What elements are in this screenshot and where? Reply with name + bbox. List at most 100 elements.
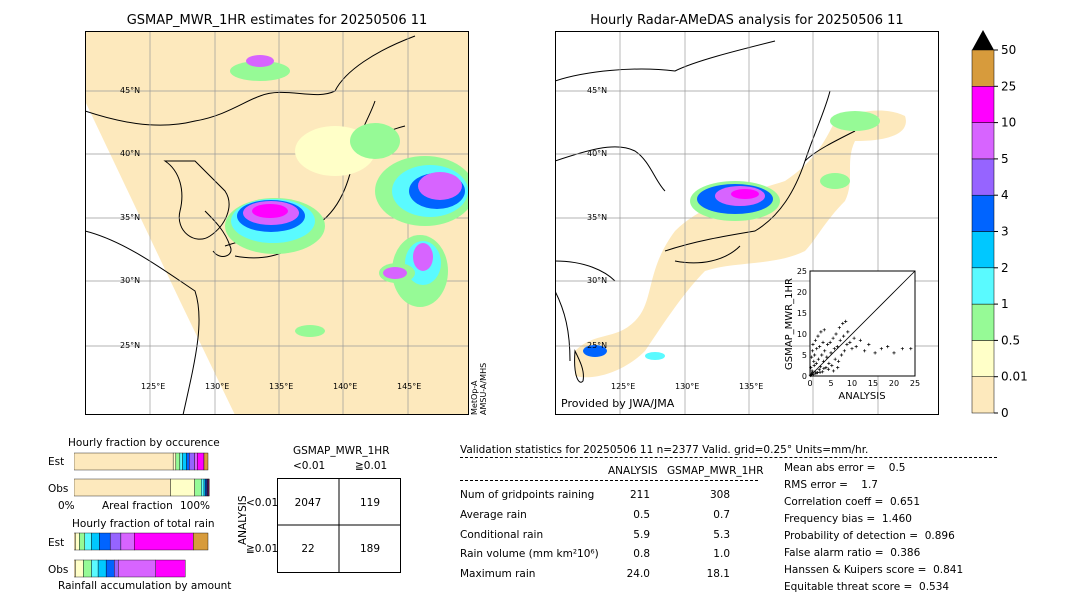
scatter-point bbox=[814, 371, 818, 376]
right-map-title: Hourly Radar-AMeDAS analysis for 2025050… bbox=[590, 13, 904, 28]
score-frequency-bias: Frequency bias = 1.460 bbox=[784, 513, 912, 525]
fraction-segment bbox=[208, 478, 210, 497]
scatter-point bbox=[816, 357, 820, 361]
fraction-segment bbox=[75, 559, 84, 578]
fraction-segment bbox=[134, 532, 194, 551]
colorbar-block bbox=[971, 303, 995, 341]
left-map: 45°N 40°N 35°N 30°N 25°N 125°E 130°E 135… bbox=[85, 31, 469, 415]
fraction-segment bbox=[75, 532, 80, 551]
fraction-segment bbox=[155, 559, 186, 578]
scatter-ytick: 5 bbox=[802, 351, 807, 360]
scatter-ytick: 10 bbox=[797, 330, 807, 339]
scatter-point bbox=[824, 366, 828, 370]
right-lat-25: 25°N bbox=[587, 341, 607, 350]
scatter-point bbox=[827, 361, 831, 365]
fraction-segment bbox=[175, 452, 181, 471]
scatter-point bbox=[812, 359, 816, 363]
left-lat-45: 45°N bbox=[120, 86, 140, 95]
fraction-segment bbox=[197, 452, 205, 471]
colorbar-label: 3 bbox=[1001, 225, 1009, 239]
scatter-point bbox=[814, 361, 818, 365]
fraction-segment bbox=[182, 452, 187, 471]
right-lon-135: 135°E bbox=[739, 382, 763, 391]
fraction-segment bbox=[193, 532, 209, 551]
scatter-point bbox=[844, 319, 848, 323]
scatter-point bbox=[838, 338, 842, 342]
scatter-point bbox=[886, 345, 890, 349]
contingency-row-ge: ≧0.01 bbox=[246, 543, 279, 555]
validation-row-label: Conditional rain bbox=[460, 529, 544, 541]
fraction-segment bbox=[105, 559, 115, 578]
scatter-point bbox=[810, 373, 814, 377]
right-lon-130: 130°E bbox=[675, 382, 699, 391]
colorbar-block bbox=[971, 122, 995, 160]
fraction-segment bbox=[74, 478, 171, 497]
colorbar-block bbox=[971, 194, 995, 232]
left-coast-asia bbox=[85, 35, 416, 415]
contingency-grid bbox=[277, 478, 401, 573]
scatter-point bbox=[826, 367, 831, 371]
scatter-point bbox=[842, 334, 846, 338]
left-coast-korea bbox=[204, 210, 232, 257]
score-rms-error: RMS error = 1.7 bbox=[784, 479, 878, 491]
validation-row-analysis: 24.0 bbox=[626, 568, 650, 580]
validation-row-analysis: 211 bbox=[629, 489, 650, 501]
left-map-title: GSMAP_MWR_1HR estimates for 20250506 11 bbox=[126, 13, 428, 28]
occ-obs-bar bbox=[74, 478, 210, 497]
scatter-point bbox=[836, 359, 841, 363]
scatter-point bbox=[841, 321, 845, 326]
left-lat-25: 25°N bbox=[120, 341, 140, 350]
validation-row-gsmap: 308 bbox=[709, 489, 730, 501]
scatter-point bbox=[828, 340, 832, 344]
fraction-segment bbox=[201, 478, 205, 497]
fraction-segment bbox=[74, 559, 76, 578]
scatter-point bbox=[845, 342, 849, 347]
fraction-segment bbox=[74, 532, 76, 551]
fraction-occ-title: Hourly fraction by occurence bbox=[68, 437, 220, 449]
left-lat-30: 30°N bbox=[120, 276, 140, 285]
scatter-point bbox=[842, 349, 847, 353]
scatter-point bbox=[858, 338, 862, 342]
fraction-segment bbox=[118, 559, 156, 578]
scatter-point bbox=[848, 340, 852, 344]
scatter-point bbox=[835, 345, 839, 349]
scatter-point bbox=[821, 370, 825, 374]
colorbar-block bbox=[971, 49, 995, 87]
fraction-segment bbox=[97, 559, 107, 578]
scatter-point bbox=[811, 342, 815, 347]
occ-est-bar bbox=[74, 452, 209, 471]
scatter-point bbox=[829, 351, 833, 355]
scatter-ytick: 0 bbox=[802, 372, 807, 381]
scatter-ytick: 20 bbox=[797, 288, 807, 297]
scatter-diagonal bbox=[809, 270, 916, 377]
fraction-segment bbox=[74, 452, 174, 471]
contingency-c11: 2047 bbox=[294, 497, 322, 509]
fraction-segment bbox=[205, 478, 207, 497]
score-correlation: Correlation coeff = 0.651 bbox=[784, 496, 920, 508]
scatter-point bbox=[837, 326, 841, 330]
contingency-col-lt: <0.01 bbox=[293, 460, 326, 472]
fraction-occurence-bars bbox=[74, 452, 210, 497]
right-map-credit: Provided by JWA/JMA bbox=[561, 397, 675, 410]
fraction-segment bbox=[83, 559, 92, 578]
validation-row-label: Num of gridpoints raining bbox=[460, 489, 595, 501]
scatter-point bbox=[822, 366, 826, 371]
colorbar-label: 10 bbox=[1001, 116, 1016, 130]
fraction-occ-obs-label: Obs bbox=[48, 483, 69, 495]
fraction-segment bbox=[91, 532, 100, 551]
scatter-point bbox=[825, 355, 829, 359]
scatter-point bbox=[818, 370, 822, 374]
scatter-point bbox=[867, 342, 871, 347]
scatter-point bbox=[818, 365, 823, 369]
colorbar-label: 25 bbox=[1001, 79, 1016, 93]
tot-est-bar bbox=[74, 532, 209, 551]
scatter-point bbox=[813, 353, 817, 357]
colorbar-label: 4 bbox=[1001, 188, 1009, 202]
right-coast-taiwan bbox=[574, 349, 584, 383]
scatter-point bbox=[816, 334, 820, 338]
right-lon-125: 125°E bbox=[611, 382, 635, 391]
fraction-axis-right: 100% bbox=[180, 500, 211, 512]
scatter-point bbox=[900, 347, 904, 351]
scatter-point bbox=[852, 336, 856, 340]
colorbar-block bbox=[971, 231, 995, 269]
